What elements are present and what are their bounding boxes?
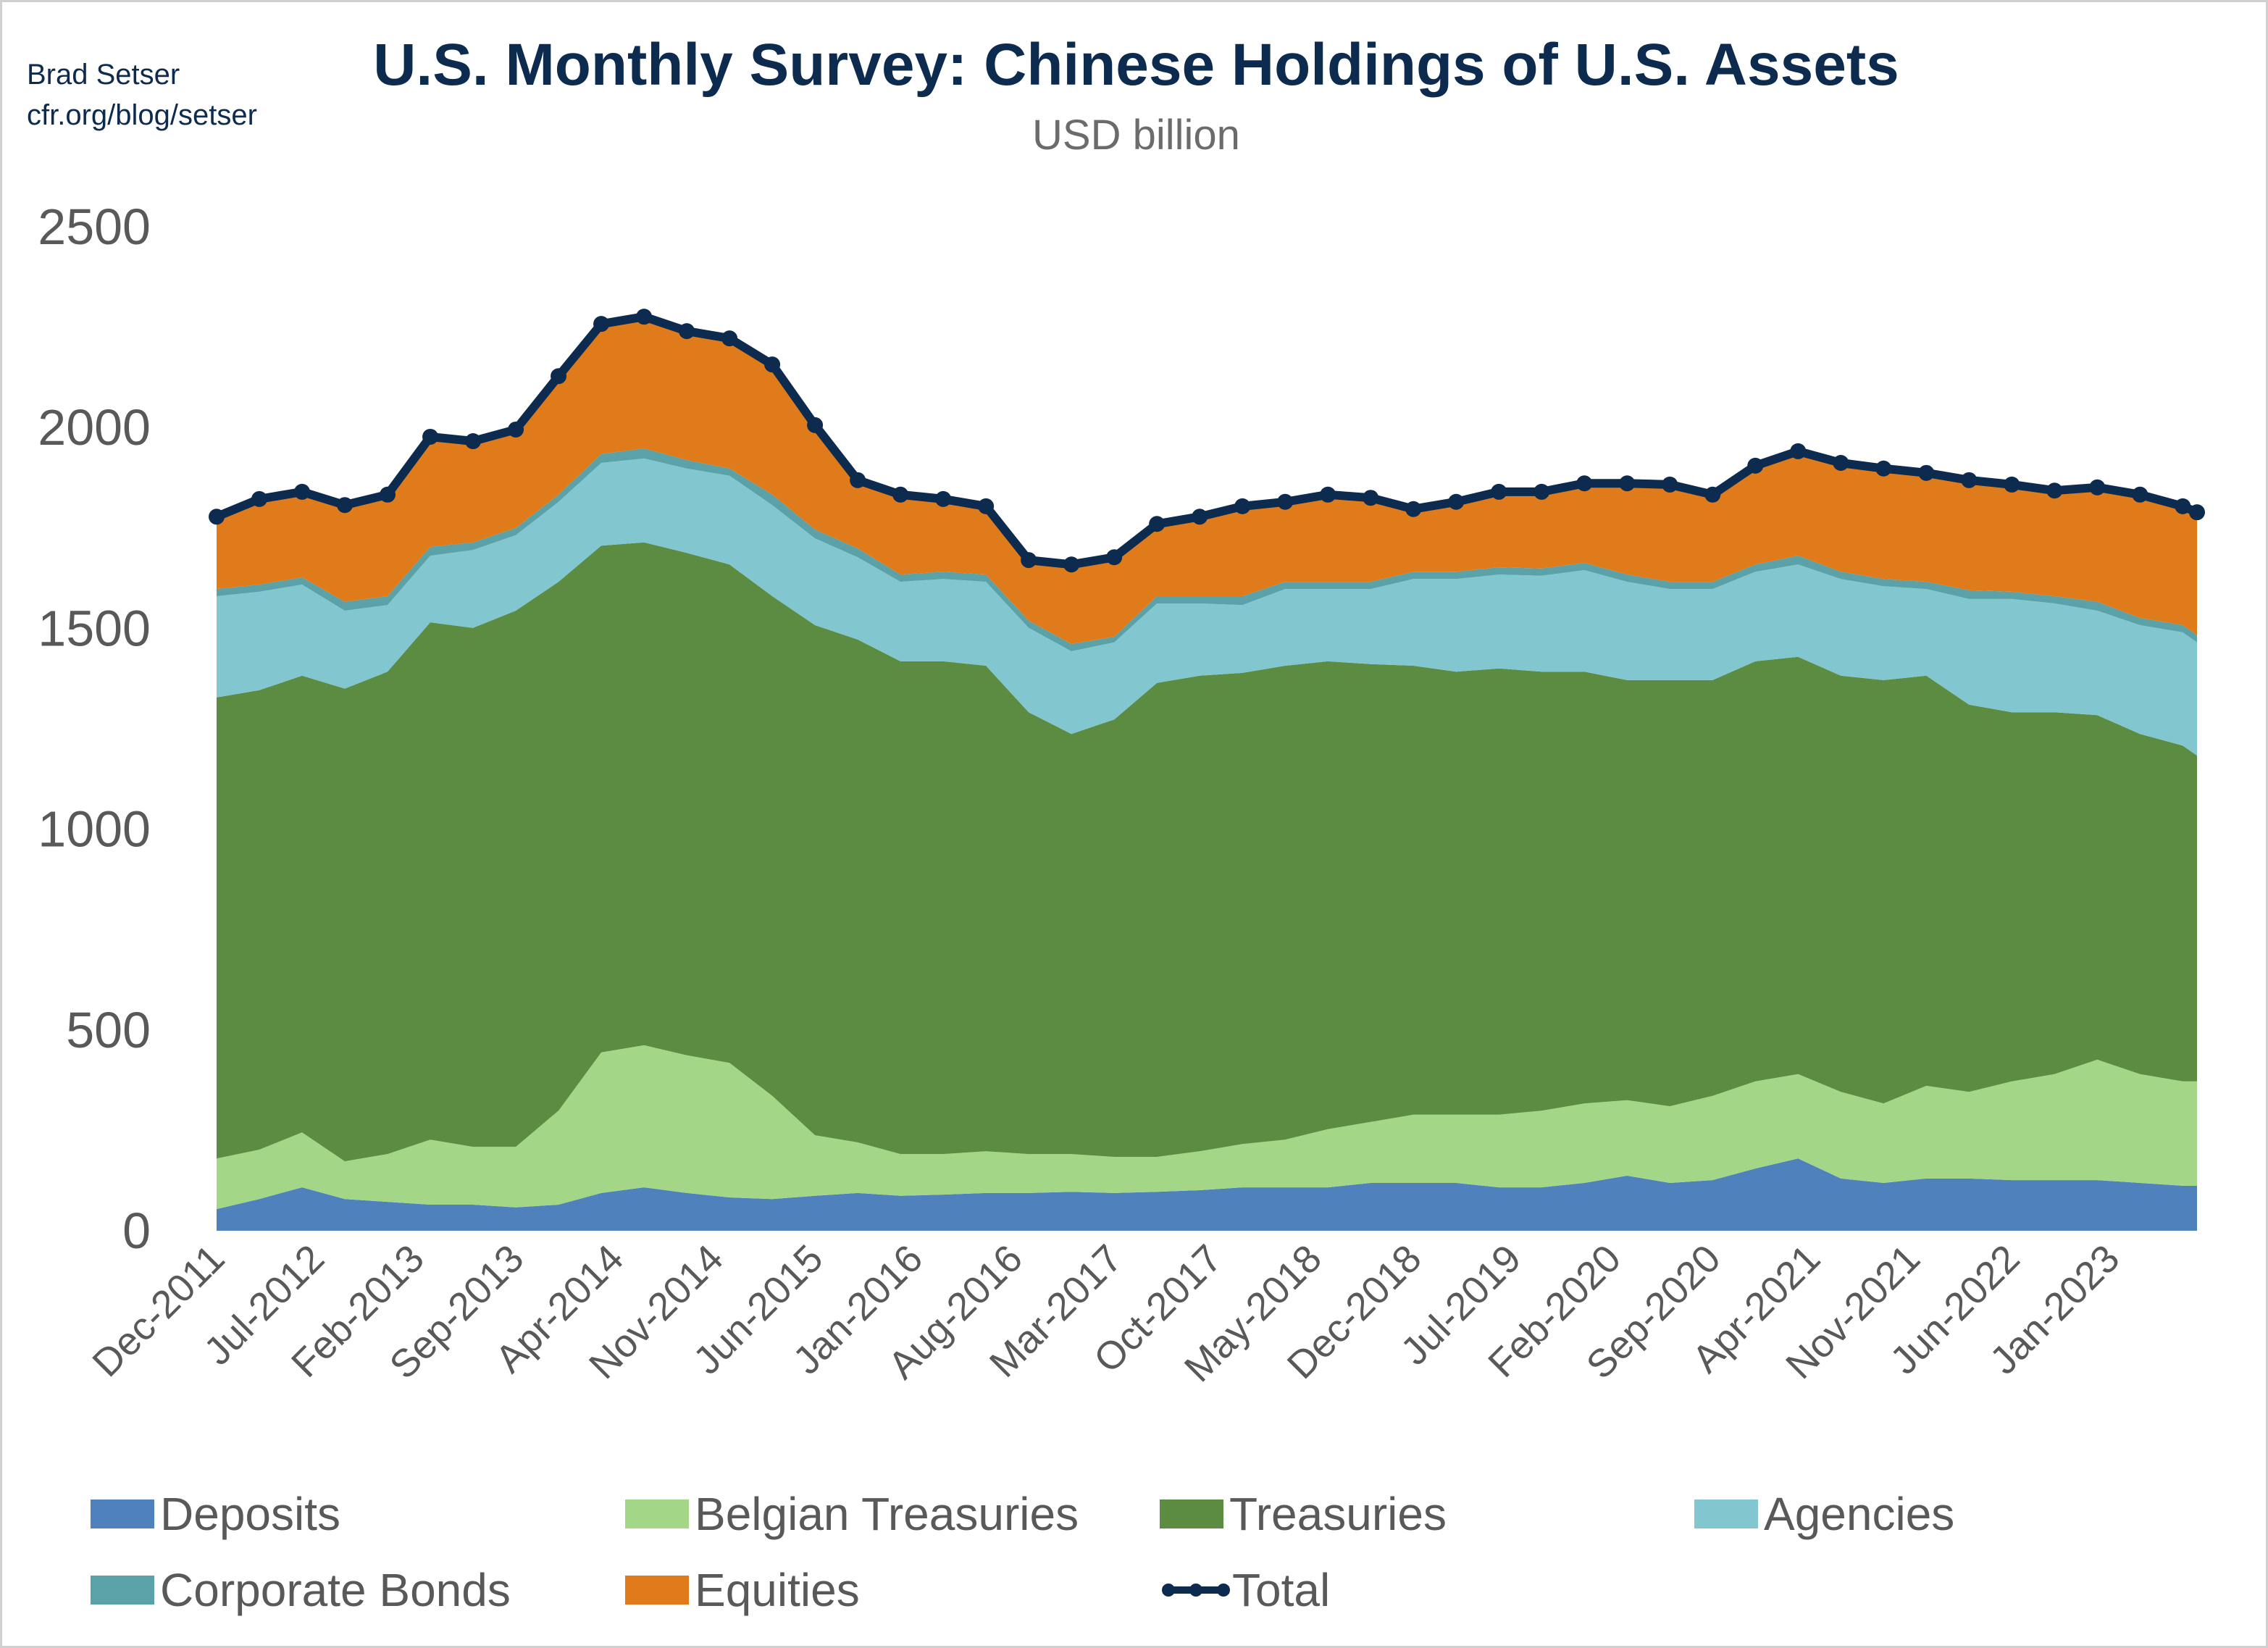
area-belgian-treasuries <box>217 1045 2197 1210</box>
total-point <box>850 472 866 488</box>
legend-item-treasuries: Treasuries <box>1160 1487 1447 1541</box>
total-point <box>1448 493 1465 510</box>
total-point <box>1961 472 1978 488</box>
y-tick-label: 0 <box>122 1202 151 1259</box>
y-tick-label: 1000 <box>38 801 151 858</box>
legend-item-agencies: Agencies <box>1694 1487 1954 1541</box>
total-point <box>294 483 311 500</box>
total-point <box>337 497 353 514</box>
total-point <box>1533 483 1550 500</box>
legend-swatch <box>91 1499 154 1528</box>
legend-label: Deposits <box>160 1488 340 1540</box>
total-point <box>978 498 995 514</box>
total-point <box>1619 475 1636 492</box>
total-point <box>679 323 695 340</box>
total-point <box>422 428 439 445</box>
total-point <box>1363 490 1379 506</box>
total-point <box>1790 443 1807 459</box>
chart-title: U.S. Monthly Survey: Chinese Holdings of… <box>373 32 1899 98</box>
area-deposits <box>217 1158 2197 1231</box>
total-point <box>2004 476 2020 493</box>
legend-item-belgian-treasuries: Belgian Treasuries <box>625 1487 1079 1541</box>
total-point <box>1192 509 1208 525</box>
area-equities <box>217 317 2197 644</box>
total-point <box>1063 556 1080 573</box>
legend-swatch <box>1694 1499 1758 1528</box>
author-site: cfr.org/blog/setser <box>27 99 257 131</box>
total-point <box>1833 454 1849 471</box>
total-point <box>1704 486 1721 503</box>
total-point <box>2189 504 2205 521</box>
total-point <box>1021 552 1037 569</box>
author-name: Brad Setser <box>27 59 180 91</box>
legend-label: Equities <box>695 1564 860 1616</box>
total-point <box>2046 482 2063 499</box>
legend-label: Total <box>1232 1564 1331 1616</box>
chart-subtitle: USD billion <box>1032 112 1240 159</box>
total-point <box>551 368 567 385</box>
area-treasuries <box>217 542 2197 1162</box>
total-point <box>935 490 952 507</box>
total-point <box>1277 493 1294 510</box>
total-point <box>2089 479 2106 495</box>
total-point <box>807 417 824 433</box>
y-tick-label: 500 <box>66 1002 151 1058</box>
total-point <box>465 433 482 450</box>
total-point <box>1662 476 1678 493</box>
legend-swatch <box>91 1576 154 1605</box>
total-point <box>1918 464 1935 481</box>
total-point <box>721 330 738 347</box>
legend-item-total: Total <box>1160 1563 1330 1617</box>
total-point <box>2175 498 2191 514</box>
total-point <box>209 509 225 525</box>
total-point <box>1405 501 1422 517</box>
y-tick-label: 1500 <box>38 600 151 656</box>
legend-label: Agencies <box>1764 1488 1955 1540</box>
area-agencies <box>217 458 2197 756</box>
total-point <box>251 490 268 507</box>
total-point <box>892 486 909 503</box>
total-point <box>1106 549 1123 566</box>
legend-item-deposits: Deposits <box>91 1487 340 1541</box>
legend-item-equities: Equities <box>625 1563 860 1617</box>
total-point <box>1491 483 1507 500</box>
total-point <box>1149 516 1166 532</box>
y-tick-label: 2500 <box>38 198 151 255</box>
total-point <box>1320 486 1336 503</box>
total-point <box>636 309 653 325</box>
total-point <box>2132 486 2148 503</box>
total-point <box>1747 457 1764 474</box>
total-point <box>1234 498 1251 514</box>
total-point <box>380 486 396 503</box>
total-point <box>1875 460 1892 477</box>
x-tick-label: Dec-2011 <box>84 1237 233 1385</box>
legend-label: Treasuries <box>1229 1488 1447 1540</box>
y-tick-label: 2000 <box>38 399 151 456</box>
legend-swatch <box>625 1576 689 1605</box>
total-point <box>593 316 610 332</box>
total-point <box>508 421 524 438</box>
total-point <box>1576 475 1593 492</box>
legend-item-corporate-bonds: Corporate Bonds <box>91 1563 511 1617</box>
legend-label: Belgian Treasuries <box>695 1488 1079 1540</box>
legend-swatch <box>1160 1499 1223 1528</box>
legend-line-swatch <box>1162 1584 1230 1597</box>
legend-swatch <box>625 1499 689 1528</box>
total-point <box>764 356 781 373</box>
legend-label: Corporate Bonds <box>160 1564 511 1616</box>
